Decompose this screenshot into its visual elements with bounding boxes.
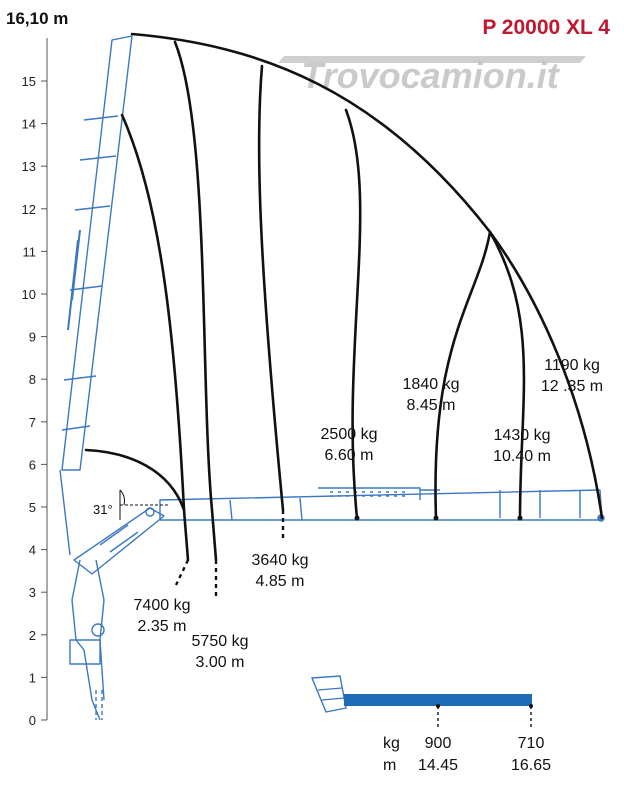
ext-unit-m: m bbox=[383, 757, 396, 774]
y-tick-label: 15 bbox=[22, 74, 36, 89]
y-tick-label: 0 bbox=[29, 713, 36, 728]
y-tick-label: 2 bbox=[29, 628, 36, 643]
outer-envelope-curve bbox=[130, 32, 604, 520]
boom-dots bbox=[354, 515, 523, 521]
curve-2500 bbox=[344, 108, 362, 520]
max-height-label: 16,10 m bbox=[6, 9, 68, 28]
curve-7400 bbox=[120, 113, 190, 562]
y-tick-label: 13 bbox=[22, 159, 36, 174]
y-tick-label: 12 bbox=[22, 202, 36, 217]
load-kg-label: 1190 kg bbox=[544, 357, 600, 374]
load-kg-label: 7400 kg bbox=[134, 597, 191, 614]
y-tick-label: 14 bbox=[22, 117, 36, 132]
y-tick-label: 9 bbox=[29, 330, 36, 345]
y-tick-label: 8 bbox=[29, 372, 36, 387]
curve-1430 bbox=[488, 230, 526, 520]
ext-unit-kg: kg bbox=[383, 735, 400, 752]
load-kg-label: 2500 kg bbox=[321, 426, 378, 443]
y-tick-label: 6 bbox=[29, 457, 36, 472]
y-tick-label: 11 bbox=[23, 244, 37, 259]
watermark-text: Trovocamion.it bbox=[301, 55, 560, 96]
ext-m-1445: 14.45 bbox=[418, 757, 458, 774]
load-curve-dashes bbox=[174, 510, 285, 598]
y-tick-label: 7 bbox=[29, 415, 36, 430]
load-reach-label: 10.40 m bbox=[493, 448, 551, 465]
extension-bar bbox=[344, 694, 532, 706]
inner-arc-curve bbox=[84, 448, 186, 512]
load-reach-label: 3.00 m bbox=[196, 654, 245, 671]
load-reach-label: 8.45 m bbox=[407, 397, 456, 414]
load-reach-label: 6.60 m bbox=[325, 447, 374, 464]
load-labels: 7400 kg 2.35 m 5750 kg 3.00 m 3640 kg 4.85 m 2… bbox=[134, 357, 604, 671]
curve-5750 bbox=[173, 40, 218, 562]
curve-1840 bbox=[434, 230, 492, 520]
load-kg-label: 1840 kg bbox=[403, 376, 460, 393]
load-kg-label: 5750 kg bbox=[192, 633, 249, 650]
model-title: P 20000 XL 4 bbox=[482, 16, 610, 39]
y-tick-label: 4 bbox=[29, 543, 36, 558]
load-kg-label: 1430 kg bbox=[494, 427, 551, 444]
ext-m-1665: 16.65 bbox=[511, 757, 551, 774]
y-tick-label: 3 bbox=[29, 585, 36, 600]
load-kg-label: 3640 kg bbox=[252, 552, 309, 569]
curve-3640 bbox=[257, 64, 285, 512]
y-tick-label: 10 bbox=[22, 287, 36, 302]
extension-diagram: kg m 900 14.45 710 16.65 bbox=[310, 675, 551, 774]
y-tick-label: 5 bbox=[29, 500, 36, 515]
load-reach-label: 4.85 m bbox=[256, 573, 305, 590]
crane-structure bbox=[59, 35, 605, 721]
angle-indicator: 31° bbox=[93, 489, 170, 520]
load-reach-label: 2.35 m bbox=[138, 618, 187, 635]
ext-kg-710: 710 bbox=[518, 735, 545, 752]
load-reach-label: 12 .35 m bbox=[541, 378, 603, 395]
y-tick-label: 1 bbox=[29, 670, 36, 685]
angle-label: 31° bbox=[93, 502, 113, 517]
ext-kg-900: 900 bbox=[425, 735, 452, 752]
watermark: Trovocamion.it bbox=[278, 55, 586, 96]
load-curves bbox=[84, 32, 604, 562]
